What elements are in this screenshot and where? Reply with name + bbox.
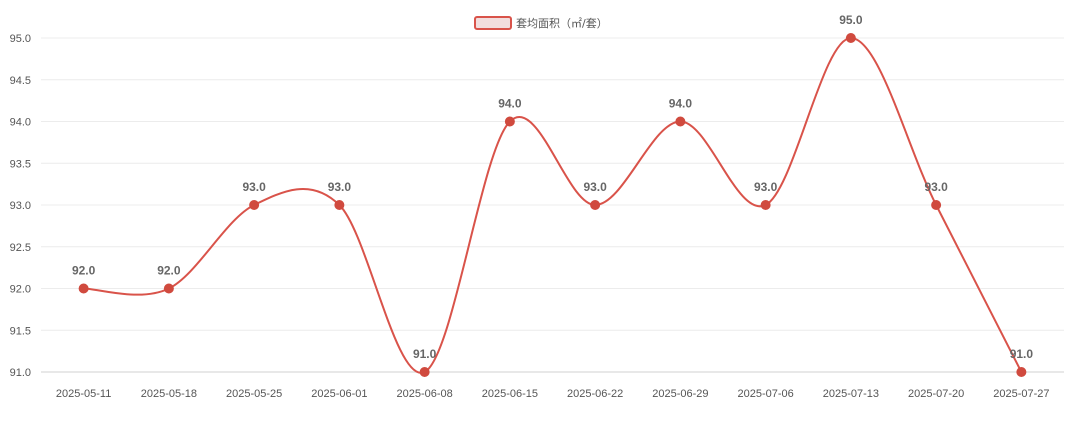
x-tick-label: 2025-07-06 [737, 388, 793, 400]
data-label: 93.0 [754, 180, 778, 194]
x-axis: 2025-05-11 2025-05-18 2025-05-25 2025-06-01… [41, 371, 1064, 400]
x-tick-label: 2025-07-20 [908, 388, 964, 400]
x-tick-label: 2025-06-01 [311, 388, 367, 400]
y-tick-label: 91.5 [10, 325, 31, 337]
x-tick-label: 2025-06-08 [396, 388, 452, 400]
data-label: 92.0 [72, 264, 96, 278]
legend-swatch[interactable] [474, 16, 512, 30]
x-tick-label: 2025-05-18 [141, 388, 197, 400]
data-label: 95.0 [839, 13, 863, 27]
y-tick-label: 94.0 [10, 117, 31, 129]
x-tick-label: 2025-05-11 [56, 388, 111, 400]
data-label: 91.0 [1010, 347, 1034, 361]
data-label: 93.0 [924, 180, 948, 194]
series-line [83, 36, 1023, 374]
y-tick-label: 92.0 [10, 284, 31, 296]
series-group: 92.0 92.0 93.0 93.0 91.0 94.0 93.0 94.0 93.0 95.0… [72, 13, 1033, 377]
y-tick-label: 94.5 [10, 75, 31, 87]
y-tick-label: 92.5 [10, 242, 31, 254]
x-tick-label: 2025-06-22 [567, 388, 623, 400]
data-point[interactable] [675, 116, 686, 127]
x-tick-label: 2025-05-25 [226, 388, 282, 400]
data-point[interactable] [163, 283, 174, 294]
data-label: 93.0 [328, 180, 352, 194]
y-tick-label: 93.5 [10, 158, 31, 170]
data-point[interactable] [78, 283, 89, 294]
data-point[interactable] [845, 33, 856, 43]
data-label: 94.0 [498, 97, 522, 111]
data-point[interactable] [590, 200, 601, 210]
x-tick-label: 2025-06-29 [652, 388, 708, 400]
data-point[interactable] [931, 200, 942, 210]
grid-lines [41, 37, 1064, 373]
x-tick-label: 2025-06-15 [482, 388, 538, 400]
legend[interactable]: 套均面积（㎡/套） [474, 16, 608, 30]
y-tick-label: 95.0 [10, 33, 31, 45]
data-label: 91.0 [413, 347, 437, 361]
data-label: 92.0 [157, 264, 181, 278]
x-tick-label: 2025-07-27 [993, 388, 1049, 400]
y-axis: 91.0 91.5 92.0 92.5 93.0 93.5 94.0 94.5 95.0 [10, 33, 31, 379]
data-point[interactable] [334, 200, 345, 210]
y-tick-label: 93.0 [10, 200, 31, 212]
data-point[interactable] [1016, 367, 1027, 377]
data-label: 93.0 [583, 180, 607, 194]
data-point[interactable] [504, 116, 515, 127]
legend-label[interactable]: 套均面积（㎡/套） [516, 17, 608, 30]
data-label: 94.0 [669, 97, 693, 111]
data-label: 93.0 [242, 180, 266, 194]
y-tick-label: 91.0 [10, 367, 31, 379]
data-point[interactable] [419, 367, 430, 377]
x-tick-label: 2025-07-13 [823, 388, 879, 400]
data-point[interactable] [760, 200, 771, 210]
data-point[interactable] [249, 200, 260, 210]
